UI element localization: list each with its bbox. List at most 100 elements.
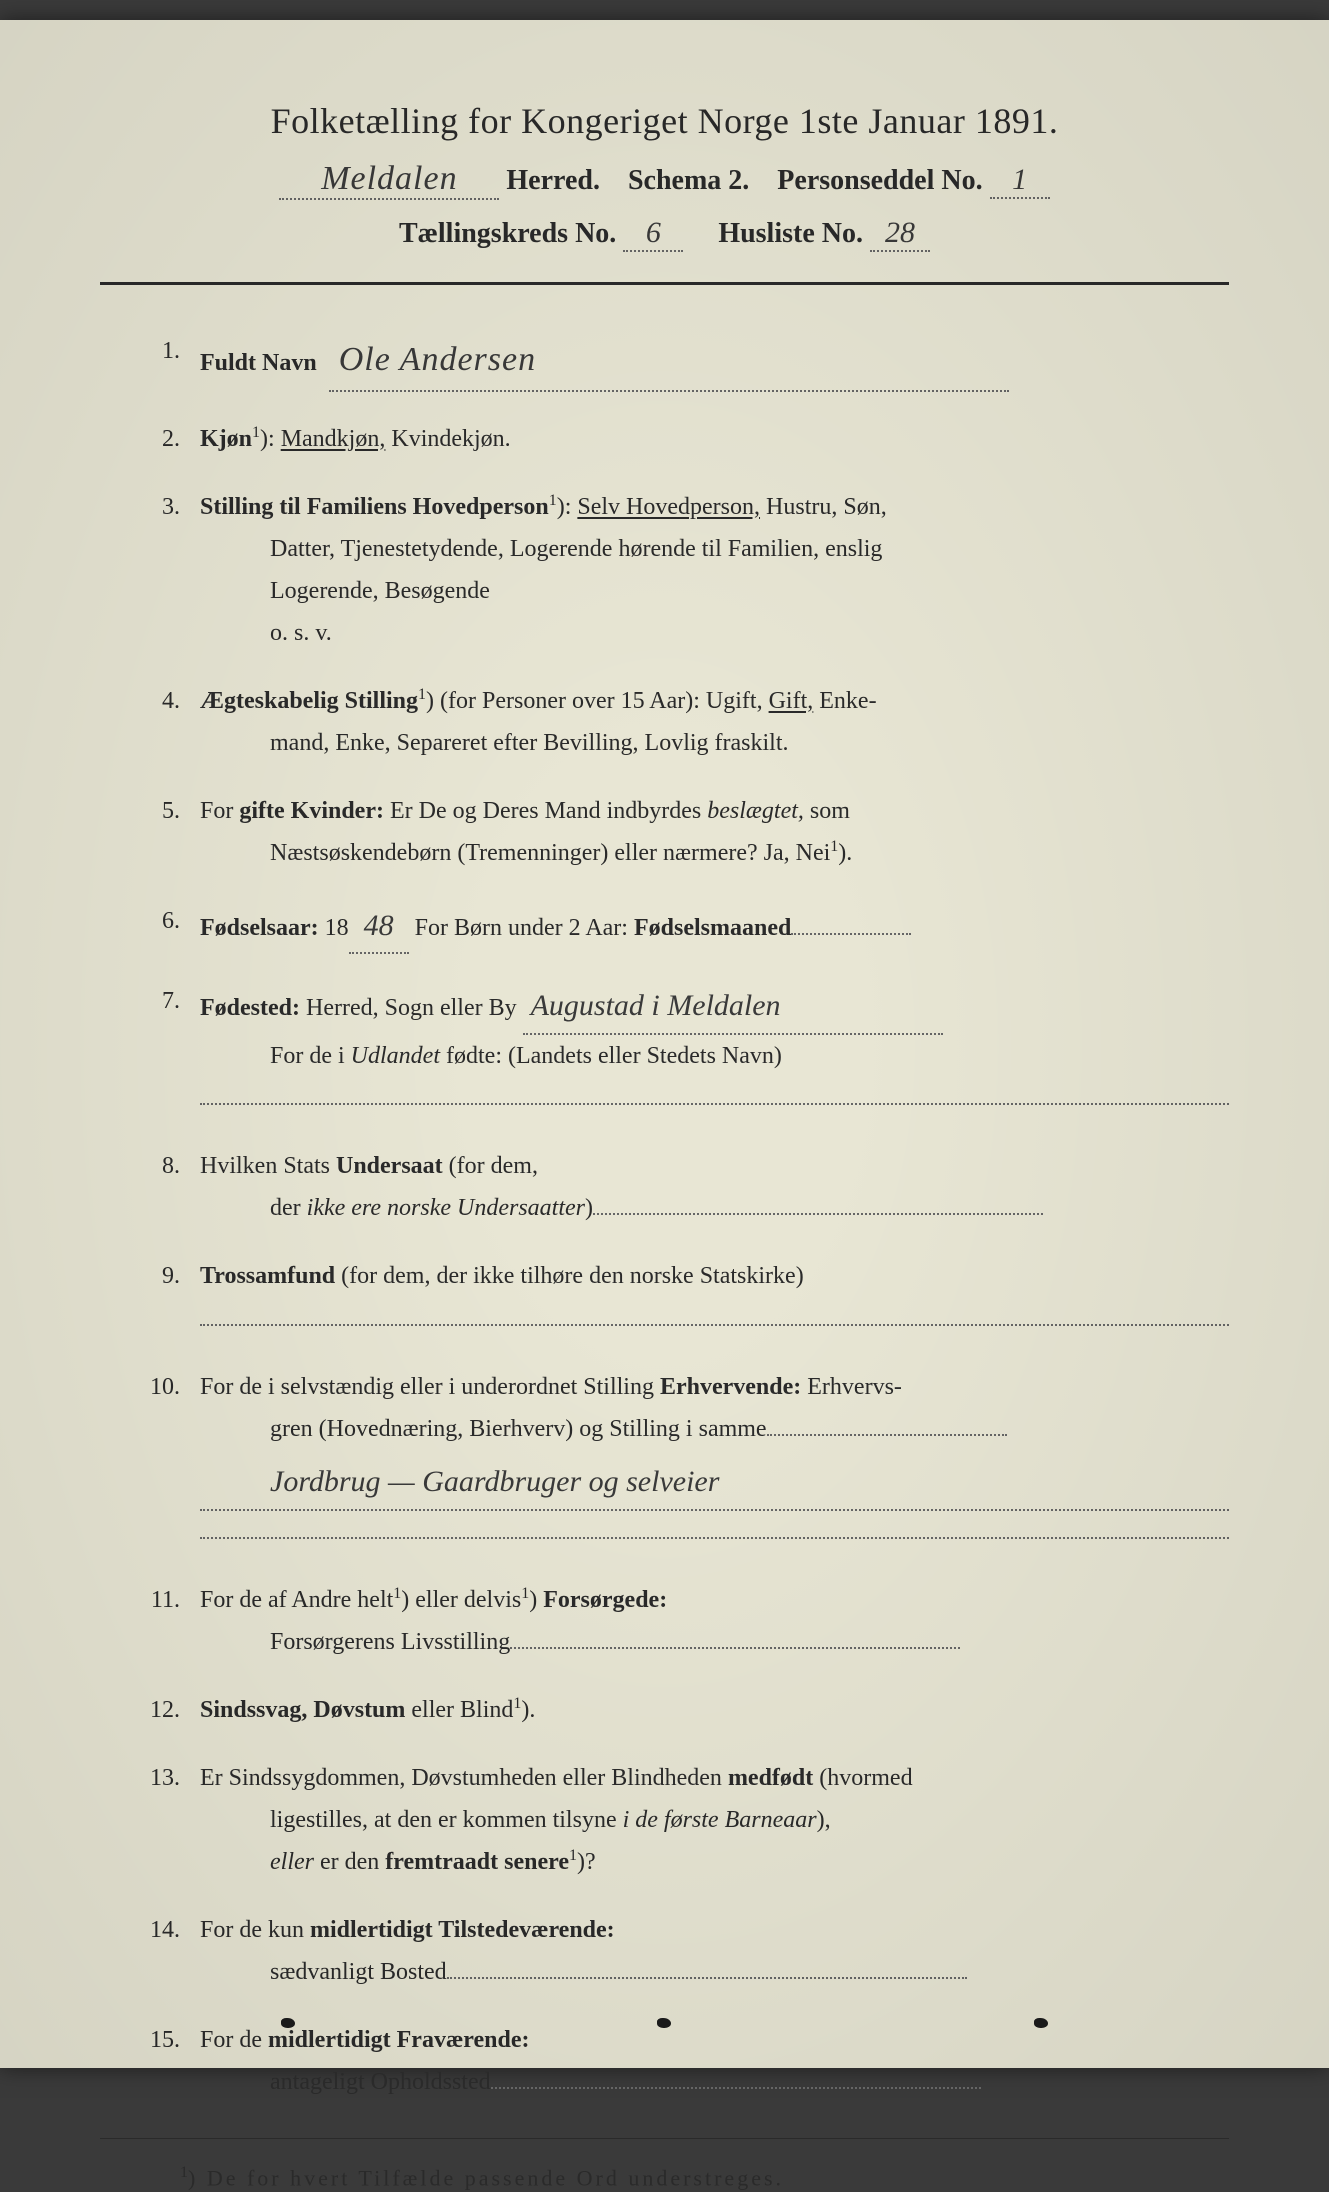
text: ): [557,494,578,520]
t: ) [585,1195,593,1221]
item-13-congenital: 13. Er Sindssygdommen, Døvstumheden elle… [140,1757,1229,1883]
item-num: 9. [140,1255,200,1340]
item-2-sex: 2. Kjøn1): Mandkjøn, Kvindekjøn. [140,418,1229,460]
line2: antageligt Opholdssted [200,2061,1229,2103]
t: sædvanligt Bosted [270,1959,447,1985]
item-body: For de af Andre helt1) eller delvis1) Fo… [200,1579,1229,1663]
end: ). [838,840,852,866]
line2: gren (Hovednæring, Bierhverv) og Stillin… [200,1408,1229,1450]
text: Er Sindssygdommen, Døvstumheden eller Bl… [200,1765,728,1791]
italic: i de første Barneaar [623,1807,817,1833]
text: ) eller delvis [401,1587,521,1613]
item-body: Fuldt Navn Ole Andersen [200,330,1229,392]
item-6-birthyear: 6. Fødselsaar: 1848 For Børn under 2 Aar… [140,900,1229,955]
italic: ikke ere norske Undersaatter [307,1195,585,1221]
item-8-subject: 8. Hvilken Stats Undersaat (for dem, der… [140,1145,1229,1229]
blank-line [200,1511,1229,1540]
sup: 1 [252,424,260,441]
item-12-disability: 12. Sindssvag, Døvstum eller Blind1). [140,1689,1229,1731]
item-7-birthplace: 7. Fødested: Herred, Sogn eller By Augus… [140,980,1229,1119]
item-body: Fødested: Herred, Sogn eller By Augustad… [200,980,1229,1119]
schema-label: Schema 2. [628,165,749,196]
line2: Næstsøskendebørn (Tremenninger) eller næ… [200,832,1229,874]
rest: Enke- [813,688,876,714]
item-body: Fødselsaar: 1848 For Børn under 2 Aar: F… [200,900,1229,955]
item-num: 1. [140,330,200,392]
text: Erhvervs- [801,1374,902,1400]
personseddel-label: Personseddel No. [777,165,982,196]
item-num: 7. [140,980,200,1119]
census-form-page: Folketælling for Kongeriget Norge 1ste J… [0,20,1329,2068]
month-blank [791,933,911,935]
item-body: Stilling til Familiens Hovedperson1): Se… [200,486,1229,654]
text: ) De for hvert Tilfælde passende Ord und… [188,2166,784,2191]
item-body: Hvilken Stats Undersaat (for dem, der ik… [200,1145,1229,1229]
italic: eller [270,1849,314,1875]
text: (for dem, der ikke tilhøre den norske St… [335,1263,804,1289]
sup: 1 [569,1847,577,1864]
blank [767,1434,1007,1436]
label: Sindssvag, Døvstum [200,1697,405,1723]
blank-line [593,1213,1043,1215]
occupation-value: Jordbrug — Gaardbruger og selveier [200,1456,1229,1511]
mark-icon [657,2018,671,2028]
item-body: For de i selvstændig eller i underordnet… [200,1366,1229,1553]
item-body: Ægteskabelig Stilling1) (for Personer ov… [200,680,1229,764]
kreds-label: Tællingskreds No. [399,218,616,249]
form-items: 1. Fuldt Navn Ole Andersen 2. Kjøn1): Ma… [100,330,1229,2103]
label: medfødt [728,1765,813,1791]
footnote-rule [100,2138,1229,2139]
item-4-marital: 4. Ægteskabelig Stilling1) (for Personer… [140,680,1229,764]
item-body: For de midlertidigt Fraværende: antageli… [200,2019,1229,2103]
rest: Hustru, Søn, [760,494,887,520]
item-body: Trossamfund (for dem, der ikke tilhøre d… [200,1255,1229,1340]
form-title: Folketælling for Kongeriget Norge 1ste J… [100,100,1229,142]
label: Stilling til Familiens Hovedperson [200,494,549,520]
label: Undersaat [336,1153,443,1179]
item-num: 14. [140,1909,200,1993]
label: Fødested: [200,995,300,1021]
line2: Datter, Tjenestetydende, Logerende høren… [200,528,1229,570]
text: Herred, Sogn eller By [300,995,517,1021]
mark-icon [1034,2018,1048,2028]
line3: eller er den fremtraadt senere1)? [200,1841,1229,1883]
t: ligestilles, at den er kommen tilsyne [270,1807,623,1833]
text: (for dem, [443,1153,538,1179]
t: Forsørgerens Livsstilling [270,1629,510,1655]
italic: beslægtet, [707,798,804,824]
t: er den [314,1849,385,1875]
item-num: 15. [140,2019,200,2103]
option-male: Mandkjøn, [281,426,386,452]
t: antageligt Opholdssted [270,2069,491,2095]
item-num: 2. [140,418,200,460]
item-body: For de kun midlertidigt Tilstedeværende:… [200,1909,1229,1993]
sup: 1 [180,2164,188,2181]
text: For de [200,2027,268,2053]
herred-label: Herred. [506,165,600,196]
text: som [804,798,850,824]
mid: For Børn under 2 Aar: [409,915,634,941]
item-9-religion: 9. Trossamfund (for dem, der ikke tilhør… [140,1255,1229,1340]
birthplace-value: Augustad i Meldalen [523,980,943,1035]
text: (hvormed [813,1765,912,1791]
t: der [270,1195,307,1221]
italic: Udlandet [351,1043,440,1069]
sup: 1 [418,686,426,703]
label: Ægteskabelig Stilling [200,688,418,714]
name-value: Ole Andersen [329,330,1009,392]
kreds-value: 6 [623,216,683,252]
blank [491,2087,981,2089]
label: Forsørgede: [543,1587,667,1613]
footnote: 1) De for hvert Tilfælde passende Ord un… [100,2164,1229,2191]
line2: For de i Udlandet fødte: (Landets eller … [200,1035,1229,1077]
personseddel-value: 1 [990,163,1050,199]
label: Fuldt Navn [200,350,317,376]
kreds-line: Tællingskreds No. 6 Husliste No. 28 [100,216,1229,252]
item-5-married-women: 5. For gifte Kvinder: Er De og Deres Man… [140,790,1229,874]
blank [447,1977,967,1979]
line2: sædvanligt Bosted [200,1951,1229,1993]
husliste-value: 28 [870,216,930,252]
item-body: For gifte Kvinder: Er De og Deres Mand i… [200,790,1229,874]
item-10-occupation: 10. For de i selvstændig eller i underor… [140,1366,1229,1553]
option-female: Kvindekjøn. [385,426,510,452]
